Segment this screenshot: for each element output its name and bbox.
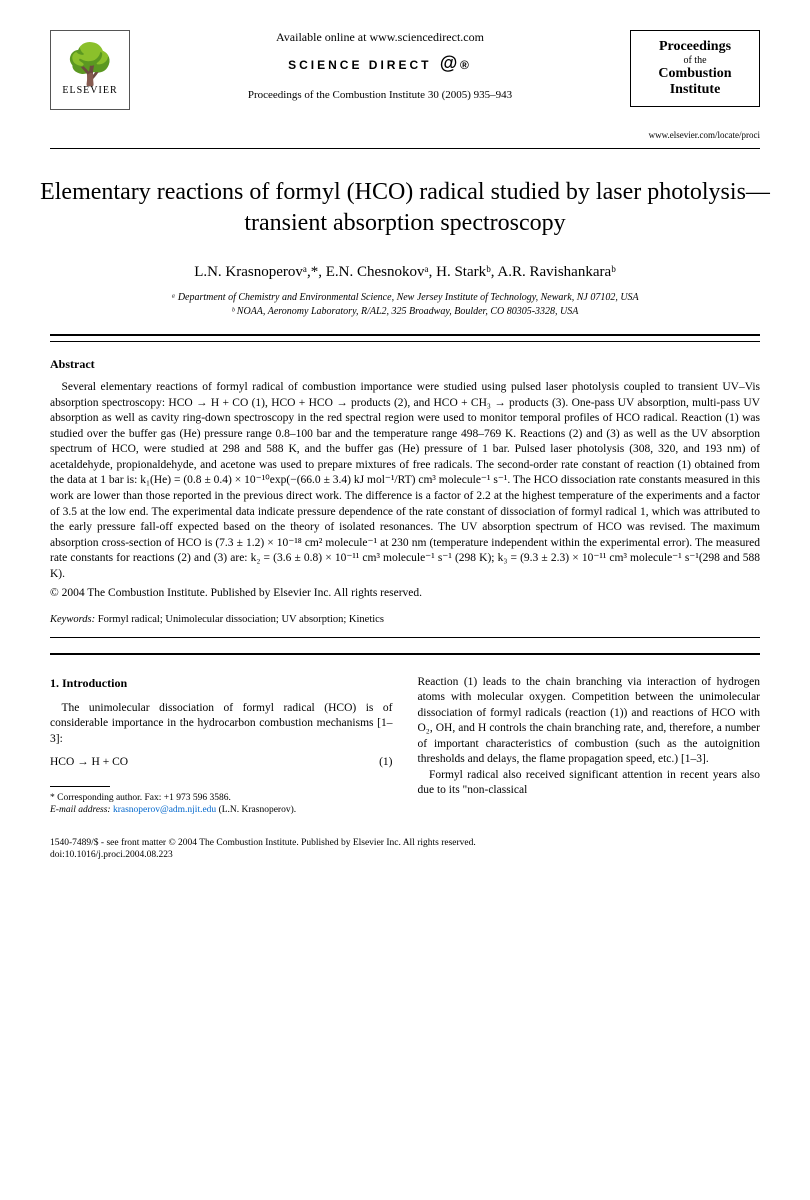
copyright-line: © 2004 The Combustion Institute. Publish… <box>50 586 760 602</box>
affil-a: ᵃ Department of Chemistry and Environmen… <box>50 291 760 305</box>
col-right: Reaction (1) leads to the chain branchin… <box>418 675 761 817</box>
publisher-name: ELSEVIER <box>62 85 117 96</box>
footer: 1540-7489/$ - see front matter © 2004 Th… <box>50 837 760 862</box>
journal-line3: Combustion <box>641 66 749 82</box>
body-columns: 1. Introduction The unimolecular dissoci… <box>50 675 760 817</box>
footnote: * Corresponding author. Fax: +1 973 596 … <box>50 792 393 817</box>
equation-1: HCO → H + CO (1) <box>50 755 393 771</box>
scidirect-logo: SCIENCE DIRECT @® <box>130 53 630 74</box>
intro-p1: The unimolecular dissociation of formyl … <box>50 701 393 748</box>
author-list: L.N. Krasnoperovᵃ,*, E.N. Chesnokovᵃ, H.… <box>0 264 810 281</box>
journal-line2: of the <box>641 55 749 66</box>
journal-line1: Proceedings <box>641 39 749 55</box>
citation-line: Proceedings of the Combustion Institute … <box>130 89 630 101</box>
header: 🌳 ELSEVIER Available online at www.scien… <box>0 0 810 120</box>
intro-p2b: Formyl radical also received significant… <box>418 768 761 799</box>
available-online: Available online at www.sciencedirect.co… <box>130 30 630 45</box>
footer-line1: 1540-7489/$ - see front matter © 2004 Th… <box>50 837 760 849</box>
header-center: Available online at www.sciencedirect.co… <box>130 30 630 101</box>
footnote-rule <box>50 786 110 787</box>
thick-rule-2 <box>50 653 760 655</box>
intro-p2a: Reaction (1) leads to the chain branchin… <box>418 675 761 768</box>
footer-doi: doi:10.1016/j.proci.2004.08.223 <box>50 849 760 861</box>
corr-author: * Corresponding author. Fax: +1 973 596 … <box>50 792 393 804</box>
email-line: E-mail address: krasnoperov@adm.njit.edu… <box>50 804 393 816</box>
top-rule <box>50 148 760 149</box>
paper-title: Elementary reactions of formyl (HCO) rad… <box>0 157 810 254</box>
thick-rule-1 <box>50 334 760 336</box>
intro-heading: 1. Introduction <box>50 675 393 691</box>
tree-icon: 🌳 <box>65 45 115 85</box>
email-link[interactable]: krasnoperov@adm.njit.edu <box>113 805 216 815</box>
abstract-body: Several elementary reactions of formyl r… <box>50 380 760 601</box>
elsevier-logo: 🌳 ELSEVIER <box>50 30 130 110</box>
journal-url: www.elsevier.com/locate/proci <box>0 130 810 140</box>
journal-box: Proceedings of the Combustion Institute <box>630 30 760 107</box>
thin-rule-2 <box>50 637 760 638</box>
abstract-heading: Abstract <box>50 357 760 372</box>
col-left: 1. Introduction The unimolecular dissoci… <box>50 675 393 817</box>
affil-b: ᵇ NOAA, Aeronomy Laboratory, R/AL2, 325 … <box>50 305 760 319</box>
journal-line4: Institute <box>641 82 749 98</box>
keywords: Keywords: Formyl radical; Unimolecular d… <box>50 614 760 625</box>
affiliations: ᵃ Department of Chemistry and Environmen… <box>50 291 760 319</box>
thin-rule-1 <box>50 341 760 342</box>
